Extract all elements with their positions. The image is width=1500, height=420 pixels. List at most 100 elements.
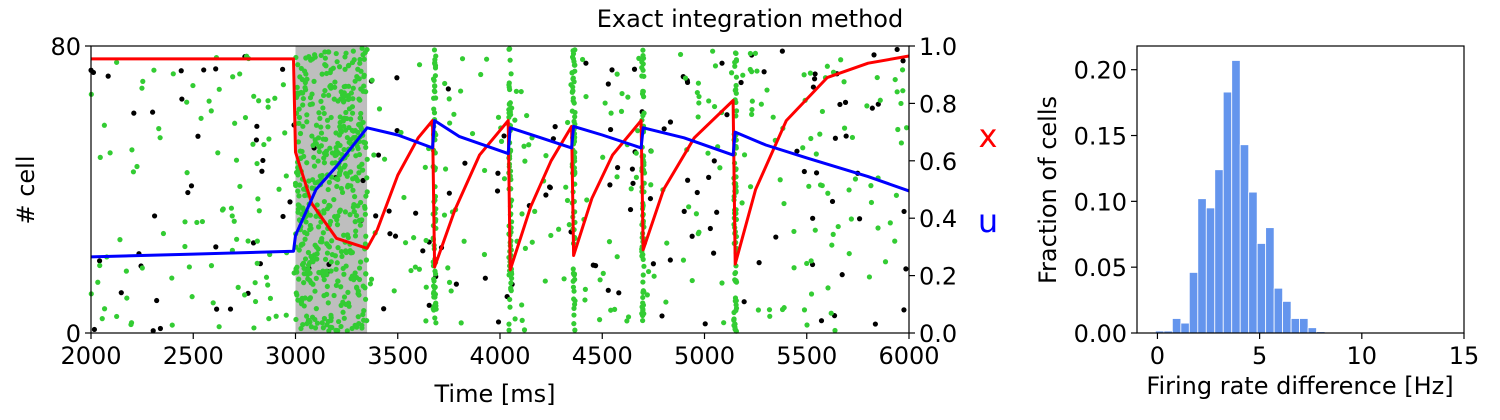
spike-dot: [130, 169, 137, 175]
spike-dot: [353, 153, 359, 159]
spike-dot: [260, 157, 266, 164]
spike-dot: [442, 166, 449, 172]
spike-dot: [357, 222, 363, 228]
spike-dot: [381, 156, 388, 162]
hist-y-tick-label: 0.00: [1074, 320, 1127, 348]
spike-dot: [875, 225, 881, 231]
raster-ticks: 2000 2500 3000 3500 4000 4500 5000 5500 6000 0 80 0…: [50, 33, 957, 370]
spike-dot: [495, 170, 501, 176]
spike-dot: [322, 55, 328, 61]
spike-dot: [129, 147, 135, 153]
spike-dot: [898, 140, 904, 146]
spike-dot: [431, 276, 437, 282]
spike-dot: [681, 208, 687, 214]
spike-dot: [320, 325, 326, 331]
spike-dot: [732, 270, 738, 277]
spike-dot: [318, 124, 324, 130]
spike-dot: [361, 317, 367, 323]
spike-dot: [871, 52, 877, 58]
spike-dot: [314, 251, 320, 257]
spike-dot: [600, 154, 606, 160]
y-left-tick-label: 80: [50, 33, 81, 61]
spike-dot: [392, 233, 399, 239]
spike-dot: [296, 114, 303, 121]
spike-dot: [309, 133, 315, 139]
spike-dot: [325, 186, 331, 193]
spike-dot: [685, 177, 691, 183]
spike-dot: [506, 321, 512, 327]
spike-dot: [359, 217, 365, 223]
spike-dot: [293, 290, 299, 296]
spike-dot: [432, 271, 439, 277]
spike-dot: [304, 321, 310, 327]
trace-lines: [90, 54, 910, 272]
spike-dot: [570, 88, 576, 94]
spike-dot: [280, 66, 286, 72]
spike-dot: [636, 55, 642, 61]
spike-dot: [160, 230, 167, 237]
spike-dot: [299, 295, 305, 301]
spike-dot: [294, 269, 300, 275]
spike-dot: [300, 123, 306, 129]
spike-dot: [614, 71, 620, 77]
raster-dots: [88, 45, 910, 334]
spike-dot: [447, 120, 453, 126]
spike-dot: [169, 322, 175, 328]
spike-dot: [190, 82, 196, 89]
spike-dot: [519, 211, 525, 217]
spike-dot: [335, 213, 341, 219]
spike-dot: [237, 183, 243, 190]
spike-dot: [521, 143, 527, 149]
spike-dot: [198, 115, 204, 121]
spike-dot: [301, 280, 307, 286]
spike-dot: [114, 59, 120, 65]
spike-dot: [747, 50, 753, 57]
spike-dot: [235, 284, 241, 290]
spike-dot: [868, 199, 875, 206]
spike-dot: [362, 296, 369, 302]
spike-dot: [322, 88, 328, 94]
spike-dot: [714, 209, 720, 215]
spike-dot: [139, 265, 145, 271]
spike-dot: [631, 66, 638, 72]
spike-dot: [151, 213, 158, 219]
spike-dot: [526, 142, 532, 148]
spike-dot: [105, 73, 111, 79]
spike-dot: [295, 297, 301, 303]
spike-dot: [325, 92, 332, 98]
spike-dot: [341, 93, 348, 99]
spike-dot: [306, 296, 312, 302]
spike-dot: [469, 130, 476, 137]
spike-dot: [273, 313, 279, 319]
spike-dot: [543, 192, 549, 198]
spike-dot: [333, 145, 339, 151]
spike-dot: [721, 320, 727, 326]
spike-dot: [356, 76, 362, 82]
spike-dot: [322, 256, 329, 262]
spike-dot: [346, 83, 352, 89]
spike-dot: [625, 314, 632, 320]
spike-dot: [543, 153, 549, 159]
spike-dot: [705, 150, 711, 156]
histogram-bar: [1256, 243, 1267, 334]
spike-dot: [134, 163, 140, 170]
spike-dot: [327, 324, 334, 330]
spike-dot: [334, 222, 341, 228]
spike-dot: [717, 165, 723, 171]
spike-dot: [362, 211, 368, 217]
spike-dot: [423, 284, 429, 290]
spike-dot: [817, 131, 823, 137]
spike-dot: [363, 257, 370, 263]
spike-dot: [570, 76, 576, 82]
spike-dot: [612, 306, 618, 312]
spike-dot: [114, 313, 120, 320]
spike-dot: [495, 319, 502, 325]
spike-dot: [806, 183, 812, 189]
spike-dot: [154, 297, 160, 304]
spike-dot: [628, 186, 634, 192]
spike-dot: [327, 145, 333, 151]
spike-dot: [131, 110, 137, 116]
spike-dot: [433, 53, 439, 59]
spike-dot: [829, 198, 836, 205]
spike-dot: [318, 52, 324, 59]
